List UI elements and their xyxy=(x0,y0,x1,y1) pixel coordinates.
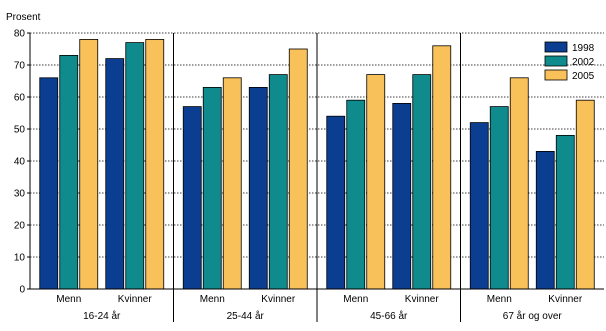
group-label: 16-24 år xyxy=(83,310,121,322)
category-label: Kvinner xyxy=(118,294,153,305)
y-tick-label: 80 xyxy=(14,29,26,40)
axes xyxy=(29,33,604,322)
y-tick-label: 60 xyxy=(14,93,26,104)
bar-1998-menn-1 xyxy=(39,77,59,290)
bar-2005-kvinner-3 xyxy=(432,45,452,290)
bar-2005-kvinner-4 xyxy=(575,99,595,290)
bars xyxy=(39,39,595,290)
bar-2005-menn-2 xyxy=(222,77,242,290)
bar-2005-kvinner-2 xyxy=(288,48,308,290)
y-tick-label: 70 xyxy=(14,61,26,72)
group-label: 45-66 år xyxy=(370,310,408,322)
bar-2005-menn-3 xyxy=(366,74,386,290)
y-tick-label: 0 xyxy=(19,285,25,296)
legend-label-2005: 2005 xyxy=(572,71,595,82)
bar-2005-menn-4 xyxy=(509,77,529,290)
bar-1998-kvinner-1 xyxy=(105,58,125,290)
bar-2002-kvinner-4 xyxy=(555,134,575,290)
legend-swatch-2005 xyxy=(544,69,568,81)
bar-2002-kvinner-1 xyxy=(125,42,145,290)
bar-1998-menn-2 xyxy=(182,106,202,290)
category-label: Menn xyxy=(487,294,512,305)
bar-2002-kvinner-2 xyxy=(268,74,288,290)
category-label: Menn xyxy=(200,294,225,305)
legend-swatch-2002 xyxy=(544,55,568,67)
y-tick-label: 40 xyxy=(14,157,26,168)
y-tick-label: 30 xyxy=(14,189,26,200)
legend: 1998 2002 2005 xyxy=(544,41,595,82)
category-label: Kvinner xyxy=(548,294,583,305)
bar-2002-menn-3 xyxy=(346,99,366,290)
y-tick-label: 50 xyxy=(14,125,26,136)
y-axis-title: Prosent xyxy=(6,12,41,23)
y-axis-ticks: 0 10 20 30 40 50 60 70 80 xyxy=(14,29,30,296)
y-tick-label: 10 xyxy=(14,253,26,264)
group-label: 25-44 år xyxy=(227,310,265,322)
bar-2005-menn-1 xyxy=(79,39,99,290)
bar-1998-menn-3 xyxy=(326,115,346,290)
bar-2002-menn-4 xyxy=(489,106,509,290)
bar-1998-menn-4 xyxy=(469,122,489,290)
legend-label-2002: 2002 xyxy=(572,57,595,68)
bar-1998-kvinner-4 xyxy=(535,150,555,290)
bar-2005-kvinner-1 xyxy=(145,39,165,290)
bar-2002-kvinner-3 xyxy=(412,74,432,290)
bar-1998-kvinner-3 xyxy=(392,103,412,290)
category-label: Menn xyxy=(343,294,368,305)
legend-swatch-1998 xyxy=(544,41,568,53)
legend-label-1998: 1998 xyxy=(572,43,595,54)
category-label: Kvinner xyxy=(261,294,296,305)
category-label: Menn xyxy=(56,294,81,305)
bar-2002-menn-1 xyxy=(59,55,79,290)
group-label: 67 år og over xyxy=(503,310,563,322)
category-label: Kvinner xyxy=(405,294,440,305)
bar-1998-kvinner-2 xyxy=(248,87,268,290)
y-tick-label: 20 xyxy=(14,221,26,232)
bar-2002-menn-2 xyxy=(202,87,222,290)
